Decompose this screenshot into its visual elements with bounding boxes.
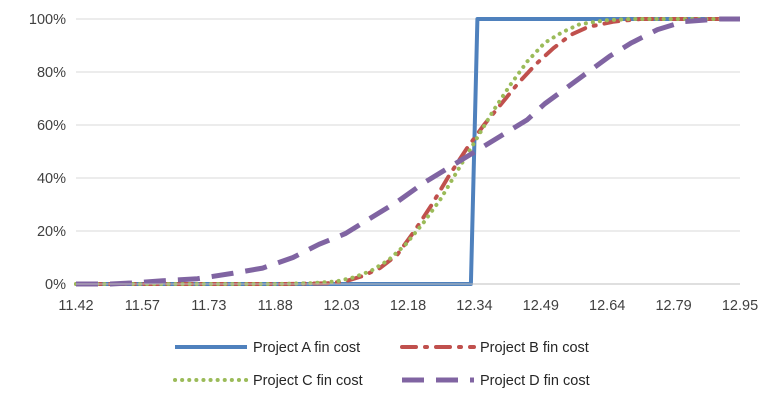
x-tick-label: 12.79 <box>655 298 691 314</box>
x-tick-label: 12.03 <box>323 298 359 314</box>
grid-layer <box>76 18 740 232</box>
legend-label-1: Project A fin cost <box>253 340 360 356</box>
series-line-2 <box>74 17 742 286</box>
axis-layer: 0% 20% 40% 60% 80% 100% 11.42 11.57 11.73 11.88 12… <box>29 12 758 314</box>
y-tick-label: 100% <box>29 12 66 28</box>
x-tick-label: 11.73 <box>191 298 226 314</box>
legend-label-4: Project D fin cost <box>480 373 590 389</box>
y-tick-label: 60% <box>37 118 66 134</box>
y-tick-label: 0% <box>45 277 66 293</box>
x-tick-label: 12.95 <box>722 298 758 314</box>
y-tick-label: 40% <box>37 171 66 187</box>
series-line-1 <box>76 17 740 286</box>
x-tick-label: 12.34 <box>456 298 492 314</box>
legend-label-2: Project B fin cost <box>480 340 589 356</box>
x-tick-label: 12.18 <box>390 298 426 314</box>
legend: Project A fin cost Project B fin cost Proj… <box>173 340 590 389</box>
series-line-3 <box>74 17 742 286</box>
x-tick-label: 11.57 <box>125 298 160 314</box>
series-line-4 <box>76 16 740 287</box>
x-tick-label: 12.64 <box>589 298 625 314</box>
x-tick-label: 12.49 <box>523 298 559 314</box>
x-tick-label: 11.42 <box>58 298 93 314</box>
y-tick-label: 20% <box>37 224 66 240</box>
x-tick-label: 11.88 <box>258 298 293 314</box>
legend-label-3: Project C fin cost <box>253 373 363 389</box>
series-layer <box>74 16 742 287</box>
y-tick-label: 80% <box>37 65 66 81</box>
